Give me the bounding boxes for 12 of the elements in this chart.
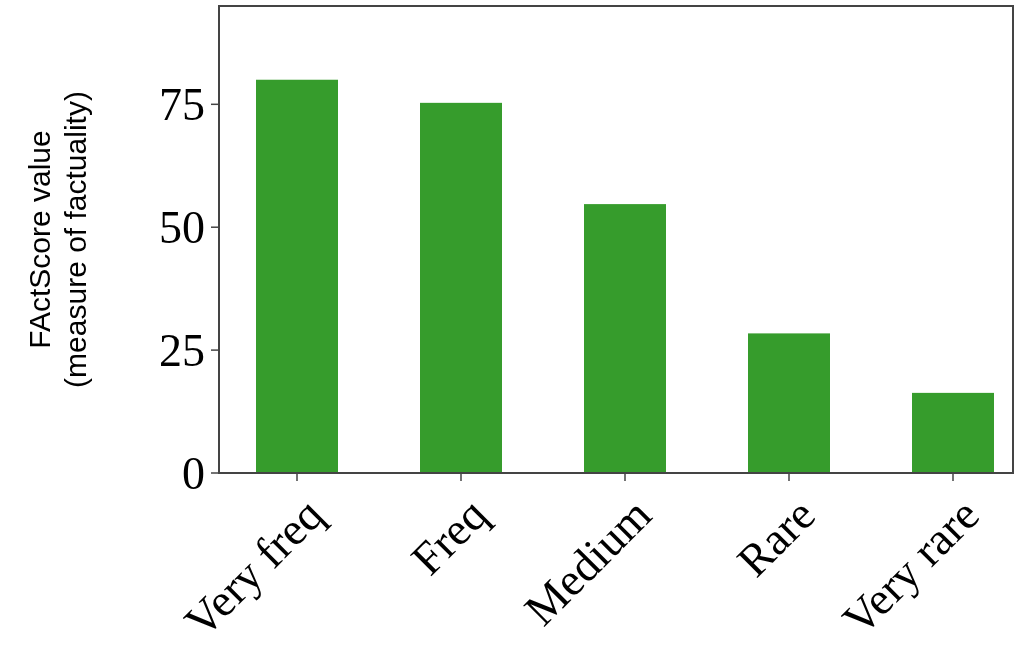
- y-axis-title: FActScore value (measure of factuality): [23, 91, 92, 388]
- bar: [748, 333, 830, 473]
- x-tick-label: Freq: [401, 488, 497, 585]
- bar: [256, 79, 338, 473]
- bar: [584, 204, 666, 473]
- y-tick-label: 50: [159, 202, 205, 254]
- y-tick-label: 75: [159, 79, 205, 131]
- bar: [420, 102, 502, 473]
- bar: [912, 392, 994, 473]
- x-tick-label: Very rare: [832, 488, 989, 645]
- y-tick-label: 25: [159, 325, 205, 377]
- x-tick-label: Rare: [727, 488, 825, 587]
